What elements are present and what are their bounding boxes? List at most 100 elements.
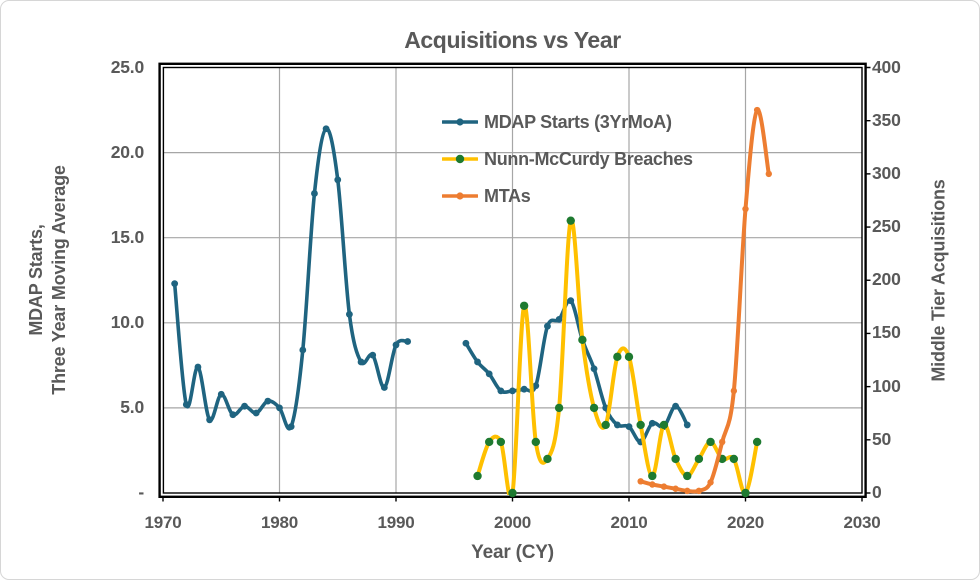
series-marker-mdap-starts-3yrmoa [392, 341, 400, 349]
x-axis-tick-label: 1970 [144, 513, 182, 532]
series-marker-nunn-mccurdy-breaches [694, 454, 704, 464]
series-marker-nunn-mccurdy-breaches [613, 352, 622, 362]
series-marker-nunn-mccurdy-breaches [636, 420, 645, 430]
series-marker-mtas [695, 487, 703, 495]
series-marker-mdap-starts-3yrmoa [462, 339, 470, 347]
series-marker-nunn-mccurdy-breaches [566, 216, 575, 225]
series-marker-nunn-mccurdy-breaches [648, 471, 657, 481]
series-marker-mtas [730, 387, 738, 395]
series-marker-mdap-starts-3yrmoa [217, 390, 225, 398]
y-left-tick-label: 25.0 [110, 56, 144, 77]
series-marker-mtas [684, 487, 691, 495]
series-marker-mtas [672, 485, 679, 492]
y-left-tick-label: 15.0 [110, 226, 144, 247]
x-axis-tick-label: 2020 [726, 513, 765, 532]
y-right-tick-label: 250 [872, 216, 901, 237]
y-left-tick-label: - [138, 482, 144, 502]
series-marker-mtas [753, 106, 761, 114]
series-marker-mdap-starts-3yrmoa [182, 401, 190, 408]
series-marker-mdap-starts-3yrmoa [672, 402, 679, 410]
series-marker-mdap-starts-3yrmoa [404, 338, 412, 345]
y-left-tick-label: 20.0 [110, 141, 144, 162]
series-marker-mdap-starts-3yrmoa [509, 387, 516, 395]
series-marker-mdap-starts-3yrmoa [206, 416, 214, 424]
series-marker-mdap-starts-3yrmoa [311, 190, 318, 197]
series-marker-nunn-mccurdy-breaches [706, 437, 715, 447]
series-marker-mdap-starts-3yrmoa [357, 358, 365, 366]
series-marker-mdap-starts-3yrmoa [229, 411, 237, 419]
series-marker-nunn-mccurdy-breaches [683, 471, 692, 481]
legend-item-mdap-starts-3yrmoa: MDAP Starts (3YrMoA) [442, 110, 693, 134]
series-marker-mdap-starts-3yrmoa [567, 297, 575, 305]
series-marker-nunn-mccurdy-breaches [589, 403, 599, 413]
series-marker-mdap-starts-3yrmoa [369, 351, 377, 359]
y-axis-left-title: MDAP Starts, Three Year Moving Average [25, 40, 71, 520]
series-marker-nunn-mccurdy-breaches [508, 488, 517, 498]
series-marker-nunn-mccurdy-breaches [519, 301, 529, 310]
y-right-tick-label: 300 [872, 162, 901, 183]
x-axis-tick-label: 2000 [493, 513, 532, 532]
series-marker-nunn-mccurdy-breaches [543, 454, 552, 464]
series-marker-nunn-mccurdy-breaches [485, 437, 494, 447]
x-axis-tick-label: 1990 [377, 513, 415, 532]
series-marker-mdap-starts-3yrmoa [287, 423, 295, 431]
y-right-tick-label: 200 [872, 269, 901, 290]
series-marker-mdap-starts-3yrmoa [497, 387, 505, 395]
series-marker-mdap-starts-3yrmoa [474, 358, 481, 366]
series-marker-nunn-mccurdy-breaches [624, 352, 634, 362]
x-axis-title: Year (CY) [471, 542, 554, 563]
y-right-tick-label: 100 [872, 375, 901, 396]
legend-label-mdap-starts-3yrmoa: MDAP Starts (3YrMoA) [484, 111, 672, 132]
series-marker-nunn-mccurdy-breaches [496, 437, 506, 447]
series-marker-nunn-mccurdy-breaches [554, 403, 564, 413]
series-marker-mdap-starts-3yrmoa [625, 423, 633, 431]
series-marker-mdap-starts-3yrmoa [322, 125, 330, 133]
y-right-tick-label: 350 [872, 109, 901, 130]
chart-title: Acquisitions vs Year [404, 27, 621, 53]
series-marker-mdap-starts-3yrmoa [346, 310, 353, 318]
series-marker-mdap-starts-3yrmoa [194, 363, 202, 371]
series-marker-nunn-mccurdy-breaches [473, 471, 482, 481]
legend-swatch-mdap-starts-3yrmoa [442, 118, 478, 126]
legend-swatch-nunn-mccurdy-breaches [442, 154, 478, 164]
series-marker-mdap-starts-3yrmoa [683, 421, 691, 429]
series-marker-mtas [660, 483, 668, 490]
series-marker-mtas [742, 205, 749, 213]
series-marker-mtas [707, 479, 714, 486]
series-marker-mdap-starts-3yrmoa [590, 365, 598, 373]
x-axis-tick-label: 2030 [843, 513, 881, 532]
legend-label-mtas: MTAs [484, 185, 531, 206]
series-marker-mdap-starts-3yrmoa [613, 421, 621, 429]
legend: MDAP Starts (3YrMoA) Nunn-McCurdy Breache… [442, 110, 693, 208]
series-marker-mtas [765, 170, 772, 178]
y-left-tick-label: 10.0 [110, 311, 144, 332]
series-marker-mtas [719, 438, 726, 446]
series-marker-nunn-mccurdy-breaches [729, 454, 739, 464]
series-marker-mtas [649, 481, 656, 488]
series-marker-mdap-starts-3yrmoa [485, 370, 493, 378]
series-marker-mdap-starts-3yrmoa [264, 397, 272, 405]
legend-swatch-mtas [442, 192, 478, 200]
series-marker-mdap-starts-3yrmoa [171, 280, 179, 288]
legend-item-mtas: MTAs [442, 184, 693, 208]
series-marker-nunn-mccurdy-breaches [601, 420, 610, 430]
series-marker-mdap-starts-3yrmoa [555, 316, 563, 323]
series-marker-mtas [637, 478, 644, 485]
y-left-tick-label: 5.0 [120, 396, 144, 417]
x-axis-tick-label: 1980 [260, 513, 299, 532]
y-axis-left-title-line1: MDAP Starts, [26, 224, 46, 336]
series-marker-mdap-starts-3yrmoa [520, 385, 528, 393]
series-marker-mdap-starts-3yrmoa [241, 402, 248, 410]
y-right-tick-label: 50 [872, 428, 892, 449]
y-right-tick-label: 400 [872, 56, 901, 77]
series-line-mdap-starts-3yrmoa [172, 126, 410, 431]
y-right-tick-label: 0 [872, 482, 882, 502]
y-axis-left-title-line2: Three Year Moving Average [49, 165, 69, 395]
series-marker-nunn-mccurdy-breaches [659, 420, 669, 430]
series-marker-nunn-mccurdy-breaches [578, 335, 587, 345]
legend-item-nunn-mccurdy-breaches: Nunn-McCurdy Breaches [442, 147, 693, 171]
series-marker-nunn-mccurdy-breaches [671, 454, 680, 464]
series-marker-mdap-starts-3yrmoa [299, 346, 307, 354]
